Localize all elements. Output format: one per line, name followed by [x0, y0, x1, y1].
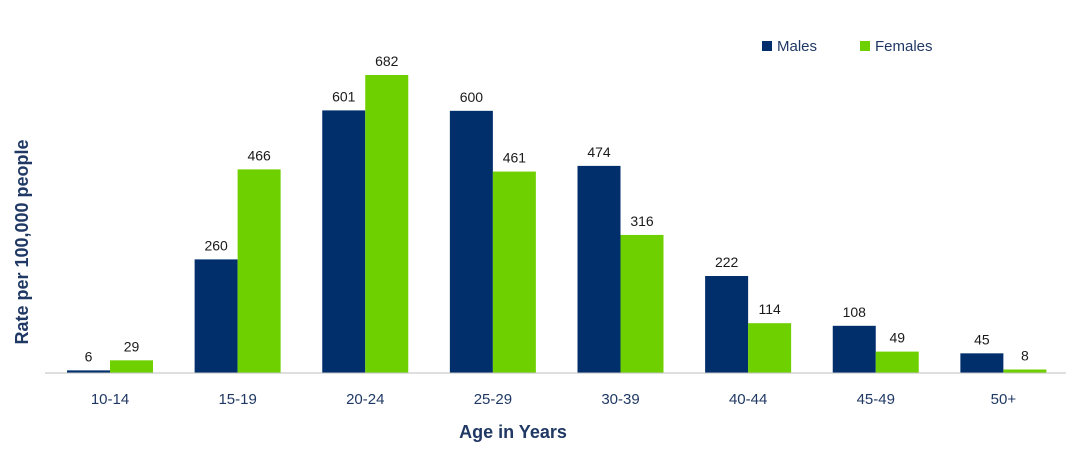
x-tick-label-50+: 50+: [991, 391, 1017, 408]
x-tick-label-45-49: 45-49: [857, 391, 895, 408]
x-tick-label-10-14: 10-14: [91, 391, 129, 408]
bar-males-40-44: [705, 275, 749, 373]
x-tick-label-30-39: 30-39: [601, 391, 639, 408]
data-label-females-25-29: 461: [503, 150, 527, 166]
bar-females-10-14: [110, 360, 153, 373]
x-tick-label-25-29: 25-29: [474, 391, 512, 408]
bar-females-30-39: [620, 234, 664, 373]
data-label-males-15-19: 260: [204, 237, 228, 253]
data-label-males-30-39: 474: [587, 144, 611, 160]
data-label-females-20-24: 682: [375, 53, 399, 69]
bar-females-25-29: [492, 171, 536, 373]
legend: Males Females: [762, 38, 933, 55]
bar-females-40-44: [748, 323, 792, 373]
bar-males-15-19: [194, 259, 238, 373]
data-label-males-50+: 45: [974, 331, 990, 347]
bars-layer: [67, 75, 1047, 374]
legend-label-females: Females: [875, 38, 933, 55]
bar-males-30-39: [577, 165, 621, 373]
data-label-females-15-19: 466: [247, 147, 271, 163]
data-label-males-40-44: 222: [715, 254, 739, 270]
bar-females-45-49: [875, 351, 919, 373]
data-label-females-10-14: 29: [124, 338, 140, 354]
data-label-males-25-29: 600: [460, 89, 484, 105]
legend-swatch-males: [762, 41, 772, 51]
data-label-females-45-49: 49: [889, 330, 905, 346]
x-tick-label-40-44: 40-44: [729, 391, 767, 408]
data-label-males-45-49: 108: [843, 304, 867, 320]
bar-females-15-19: [237, 169, 281, 373]
x-tick-labels: 10-14 15-19 20-24 25-29 30-39 40-44 45-49 50+: [91, 391, 1017, 408]
bar-males-25-29: [449, 110, 493, 374]
legend-label-males: Males: [777, 38, 817, 55]
bar-females-50+: [1003, 369, 1047, 373]
bar-males-20-24: [322, 110, 366, 374]
data-label-males-20-24: 601: [332, 88, 356, 104]
data-label-females-50+: 8: [1021, 348, 1029, 364]
data-label-males-10-14: 6: [85, 348, 93, 364]
y-axis-title: Rate per 100,000 people: [12, 139, 32, 344]
legend-swatch-females: [860, 41, 870, 51]
data-label-females-40-44: 114: [758, 301, 781, 317]
x-tick-label-15-19: 15-19: [218, 391, 256, 408]
x-tick-label-20-24: 20-24: [346, 391, 384, 408]
data-labels-layer: 6 29 260 466 601 682 600 461 474 316 222 114 108 49 45…: [85, 53, 1029, 364]
bar-males-50+: [960, 353, 1004, 373]
bar-males-45-49: [832, 325, 876, 373]
bar-males-10-14: [67, 370, 110, 373]
data-label-females-30-39: 316: [630, 213, 654, 229]
bar-females-20-24: [365, 75, 409, 373]
x-axis-title: Age in Years: [459, 422, 567, 442]
